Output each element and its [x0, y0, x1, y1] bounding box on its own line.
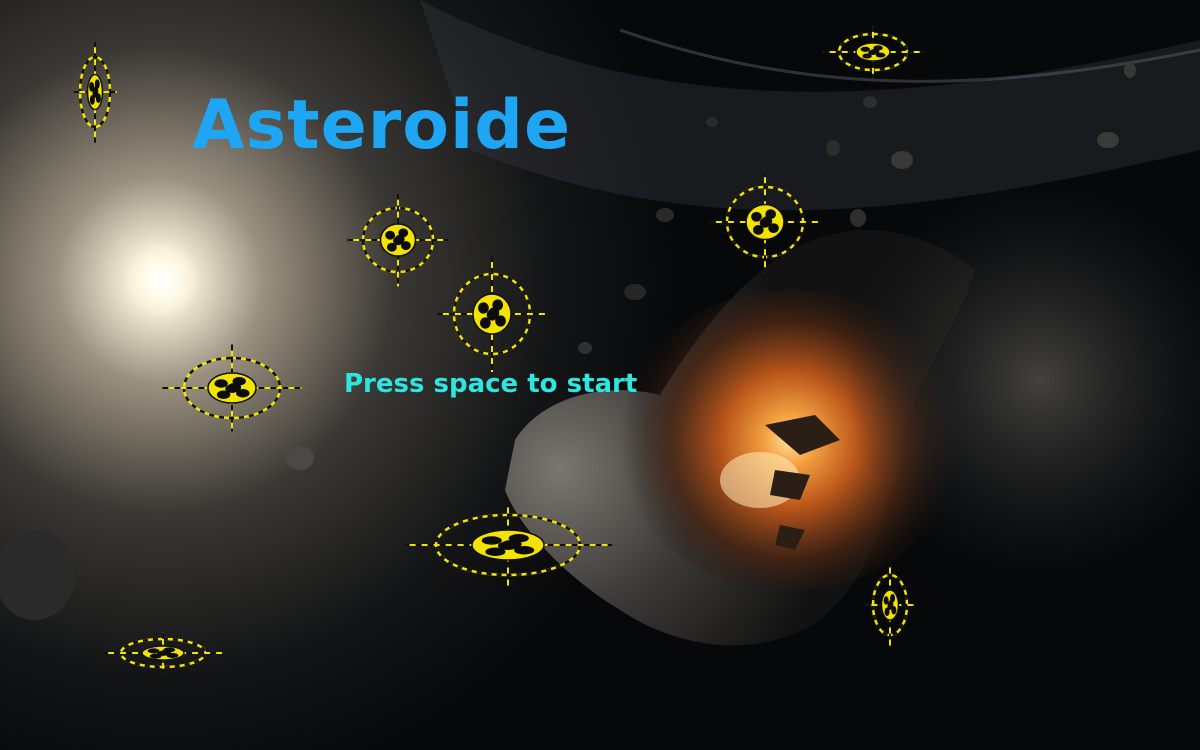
asteroid-target-icon	[710, 171, 820, 273]
asteroid-target-icon	[347, 194, 449, 287]
asteroid-target-icon	[865, 562, 914, 649]
asteroid-target-icon	[102, 633, 224, 674]
asteroid-target-icon	[162, 345, 301, 432]
asteroid-target-icon	[404, 502, 613, 589]
asteroid-target-icon	[73, 41, 117, 143]
asteroid-target-icon	[437, 256, 547, 372]
asteroid-target-icon	[824, 26, 923, 78]
